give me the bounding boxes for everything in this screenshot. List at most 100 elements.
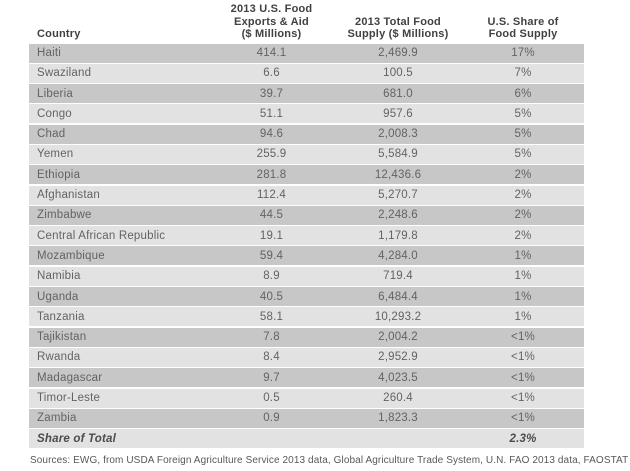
supply-cell: 260.4 <box>383 392 413 405</box>
table-row: Uganda 40.5 6,484.4 1% <box>29 287 584 307</box>
table-row: Swaziland 6.6 100.5 7% <box>29 63 584 83</box>
supply-cell: 5,584.9 <box>378 148 418 161</box>
table-row: Yemen 255.9 5,584.9 5% <box>29 144 584 164</box>
table-row: Timor-Leste 0.5 260.4 <1% <box>29 388 584 408</box>
exports-cell: 59.4 <box>259 249 284 262</box>
total-row-share: 2.3% <box>509 432 537 445</box>
country-cell: Tajikistan <box>37 331 87 344</box>
source-note: Sources: EWG, from USDA Foreign Agricult… <box>30 455 629 466</box>
table-row: Namibia 8.9 719.4 1% <box>29 266 584 286</box>
col-header-supply: 2013 Total Food Supply ($ Millions) <box>347 15 449 41</box>
supply-cell: 1,179.8 <box>378 229 418 242</box>
supply-cell: 2,004.2 <box>378 331 418 344</box>
exports-cell: 9.7 <box>263 371 280 384</box>
supply-cell: 12,436.6 <box>374 168 422 181</box>
col-header-country: Country <box>37 28 81 40</box>
table-row: Central African Republic 19.1 1,179.8 2% <box>29 226 584 246</box>
country-cell: Namibia <box>37 270 81 283</box>
exports-cell: 112.4 <box>257 189 286 202</box>
exports-cell: 8.9 <box>263 270 280 283</box>
supply-cell: 719.4 <box>383 270 413 283</box>
share-cell: <1% <box>511 371 535 384</box>
supply-cell: 4,284.0 <box>378 249 418 262</box>
supply-cell: 100.5 <box>383 67 413 80</box>
supply-cell: 1,823.3 <box>378 412 418 425</box>
share-cell: 2% <box>514 189 532 202</box>
country-cell: Liberia <box>37 87 73 100</box>
exports-cell: 255.9 <box>256 148 287 161</box>
table-row: Haiti 414.1 2,469.9 17% <box>29 43 584 63</box>
table-row: Chad 94.6 2,008.3 5% <box>29 124 584 144</box>
exports-cell: 414.1 <box>256 47 287 59</box>
supply-cell: 6,484.4 <box>378 290 418 303</box>
share-cell: 17% <box>511 47 535 59</box>
share-cell: <1% <box>511 331 535 344</box>
country-cell: Central African Republic <box>37 229 166 242</box>
exports-cell: 7.8 <box>263 331 280 344</box>
exports-cell: 0.9 <box>263 412 280 425</box>
total-row-label: Share of Total <box>37 432 117 445</box>
table-row: Mozambique 59.4 4,284.0 1% <box>29 246 584 266</box>
share-cell: 2% <box>514 209 532 222</box>
share-cell: 1% <box>514 290 532 303</box>
supply-cell: 2,248.6 <box>378 209 418 222</box>
table-body: Haiti 414.1 2,469.9 17% Swaziland 6.6 100.5 7% L… <box>29 43 584 428</box>
exports-cell: 281.8 <box>256 168 287 181</box>
supply-cell: 10,293.2 <box>374 310 422 323</box>
country-cell: Tanzania <box>37 310 85 323</box>
exports-cell: 44.5 <box>259 209 284 222</box>
country-cell: Madagascar <box>37 371 103 384</box>
col-header-exports: 2013 U.S. Food Exports & Aid ($ Millions… <box>230 3 313 40</box>
country-cell: Rwanda <box>37 351 81 364</box>
country-cell: Timor-Leste <box>37 392 101 405</box>
table-row: Tanzania 58.1 10,293.2 1% <box>29 307 584 327</box>
exports-cell: 0.5 <box>263 392 280 405</box>
country-cell: Afghanistan <box>37 189 100 202</box>
supply-cell: 957.6 <box>383 107 413 120</box>
country-cell: Ethiopia <box>37 168 81 181</box>
exports-cell: 51.1 <box>259 107 284 120</box>
supply-cell: 681.0 <box>383 87 413 100</box>
share-cell: 1% <box>514 270 532 283</box>
country-cell: Zambia <box>37 412 77 425</box>
exports-cell: 6.6 <box>263 67 280 80</box>
exports-cell: 8.4 <box>263 351 280 364</box>
exports-cell: 39.7 <box>259 87 284 100</box>
share-cell: <1% <box>511 412 535 425</box>
share-cell: 1% <box>514 310 532 323</box>
exports-cell: 19.1 <box>259 229 284 242</box>
table-row: Zambia 0.9 1,823.3 <1% <box>29 408 584 428</box>
share-cell: 1% <box>514 249 532 262</box>
share-cell: 2% <box>514 229 532 242</box>
table-row: Zimbabwe 44.5 2,248.6 2% <box>29 205 584 225</box>
food-aid-table: Country 2013 U.S. Food Exports & Aid ($ … <box>29 3 584 449</box>
country-cell: Yemen <box>37 148 74 161</box>
share-cell: 7% <box>514 67 532 80</box>
supply-cell: 2,952.9 <box>378 351 418 364</box>
share-cell: 5% <box>514 128 532 141</box>
share-cell: 2% <box>514 168 532 181</box>
country-cell: Uganda <box>37 290 79 303</box>
country-cell: Zimbabwe <box>37 209 92 222</box>
country-cell: Congo <box>37 107 72 120</box>
col-header-share: U.S. Share of Food Supply <box>487 15 559 41</box>
supply-cell: 2,008.3 <box>378 128 418 141</box>
country-cell: Chad <box>37 128 66 141</box>
share-cell: <1% <box>511 392 535 405</box>
country-cell: Mozambique <box>37 249 105 262</box>
table-row: Rwanda 8.4 2,952.9 <1% <box>29 347 584 367</box>
table-row: Ethiopia 281.8 12,436.6 2% <box>29 165 584 185</box>
supply-cell: 5,270.7 <box>378 189 418 202</box>
total-row: Share of Total 2.3% <box>29 429 584 449</box>
country-cell: Swaziland <box>37 67 92 80</box>
table-row: Madagascar 9.7 4,023.5 <1% <box>29 368 584 388</box>
share-cell: <1% <box>511 351 535 364</box>
exports-cell: 40.5 <box>259 290 284 303</box>
share-cell: 6% <box>514 87 532 100</box>
table-header: Country 2013 U.S. Food Exports & Aid ($ … <box>29 3 584 44</box>
table-row: Liberia 39.7 681.0 6% <box>29 84 584 104</box>
share-cell: 5% <box>514 148 532 161</box>
share-cell: 5% <box>514 107 532 120</box>
table-row: Tajikistan 7.8 2,004.2 <1% <box>29 327 584 347</box>
